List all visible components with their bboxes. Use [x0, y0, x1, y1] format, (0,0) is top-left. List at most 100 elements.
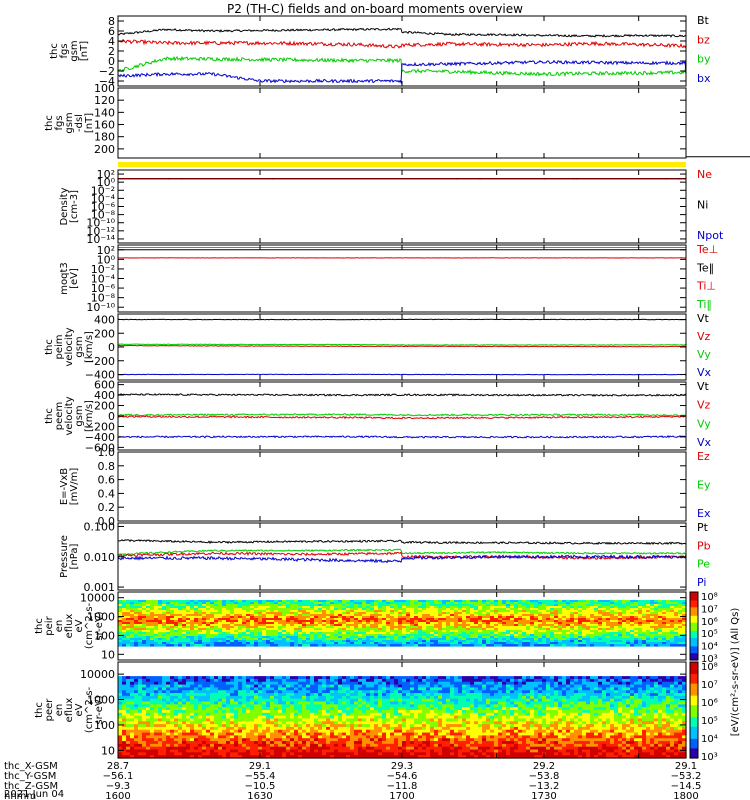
heatmap-cell	[666, 602, 671, 605]
heatmap-cell	[258, 624, 263, 627]
heatmap-cell	[370, 642, 375, 645]
heatmap-cell	[290, 602, 295, 605]
heatmap-cell	[154, 626, 159, 629]
heatmap-cell	[346, 602, 351, 605]
heatmap-cell	[558, 690, 563, 694]
heatmap-cell	[362, 690, 367, 694]
heatmap-cell	[350, 604, 355, 607]
heatmap-cell	[634, 614, 639, 617]
y-tick-label: 600	[94, 379, 115, 392]
heatmap-cell	[646, 616, 651, 619]
heatmap-cell	[622, 634, 627, 637]
heatmap-cell	[518, 638, 523, 641]
heatmap-cell	[234, 614, 239, 617]
heatmap-cell	[482, 618, 487, 621]
heatmap-cell	[258, 628, 263, 631]
heatmap-cell	[678, 602, 683, 605]
heatmap-cell	[242, 701, 247, 705]
heatmap-cell	[294, 687, 299, 691]
heatmap-cell	[234, 608, 239, 611]
heatmap-cell	[578, 698, 583, 703]
heatmap-cell	[574, 676, 579, 680]
heatmap-cell	[566, 602, 571, 605]
heatmap-cell	[534, 608, 539, 611]
heatmap-cell	[206, 626, 211, 629]
heatmap-cell	[426, 608, 431, 611]
heatmap-cell	[470, 695, 475, 700]
heatmap-cell	[358, 690, 363, 694]
heatmap-cell	[646, 638, 651, 641]
heatmap-cell	[638, 644, 643, 647]
heatmap-cell	[230, 616, 235, 619]
heatmap-cell	[582, 612, 587, 615]
heatmap-cell	[190, 678, 195, 683]
heatmap-cell	[158, 626, 163, 629]
heatmap-cell	[218, 620, 223, 623]
y-tick-label: 10⁻¹⁴	[86, 233, 115, 246]
heatmap-cell	[122, 616, 127, 619]
heatmap-cell	[658, 626, 663, 629]
heatmap-cell	[234, 622, 239, 625]
heatmap-cell	[326, 626, 331, 629]
heatmap-cell	[594, 618, 599, 621]
heatmap-cell	[438, 618, 443, 621]
heatmap-cell	[370, 640, 375, 643]
heatmap-cell	[442, 676, 447, 680]
heatmap-cell	[654, 622, 659, 625]
heatmap-cell	[498, 632, 503, 635]
heatmap-cell	[210, 693, 215, 697]
heatmap-cell	[134, 684, 139, 689]
heatmap-cell	[378, 604, 383, 607]
heatmap-cell	[166, 687, 171, 691]
heatmap-cell	[410, 698, 415, 703]
heatmap-cell	[354, 676, 359, 680]
heatmap-cell	[362, 604, 367, 607]
heatmap-cell	[266, 612, 271, 615]
heatmap-cell	[194, 687, 199, 691]
heatmap-cell	[578, 644, 583, 647]
heatmap-cell	[510, 612, 515, 615]
heatmap-cell	[518, 606, 523, 609]
heatmap-cell	[614, 690, 619, 694]
heatmap-cell	[578, 626, 583, 629]
heatmap-cell	[286, 614, 291, 617]
heatmap-cell	[446, 678, 451, 683]
heatmap-cell	[518, 602, 523, 605]
heatmap-cell	[218, 624, 223, 627]
heatmap-cell	[594, 690, 599, 694]
heatmap-cell	[462, 606, 467, 609]
heatmap-cell	[402, 626, 407, 629]
heatmap-cell	[242, 636, 247, 639]
heatmap-cell	[338, 676, 343, 680]
heatmap-cell	[562, 612, 567, 615]
heatmap-cell	[386, 626, 391, 629]
heatmap-cell	[366, 612, 371, 615]
heatmap-cell	[218, 642, 223, 645]
heatmap-cell	[154, 684, 159, 689]
heatmap-cell	[622, 695, 627, 700]
heatmap-cell	[178, 644, 183, 647]
heatmap-cell	[146, 610, 151, 613]
heatmap-cell	[218, 616, 223, 619]
heatmap-cell	[134, 632, 139, 635]
heatmap-cell	[282, 698, 287, 703]
heatmap-cell	[334, 695, 339, 700]
heatmap-cell	[458, 620, 463, 623]
heatmap-cell	[278, 690, 283, 694]
heatmap-cell	[462, 676, 467, 680]
heatmap-cell	[214, 620, 219, 623]
y-tick-label: 10	[101, 648, 115, 661]
heatmap-cell	[378, 630, 383, 633]
heatmap-cell	[506, 632, 511, 635]
heatmap-cell	[658, 616, 663, 619]
heatmap-cell	[530, 626, 535, 629]
heatmap-cell	[534, 676, 539, 680]
heatmap-cell	[286, 600, 291, 603]
heatmap-cell	[326, 681, 331, 686]
heatmap-cell	[658, 678, 663, 683]
heatmap-cell	[482, 644, 487, 647]
heatmap-cell	[554, 606, 559, 609]
heatmap-cell	[454, 632, 459, 635]
heatmap-cell	[498, 626, 503, 629]
heatmap-cell	[250, 626, 255, 629]
